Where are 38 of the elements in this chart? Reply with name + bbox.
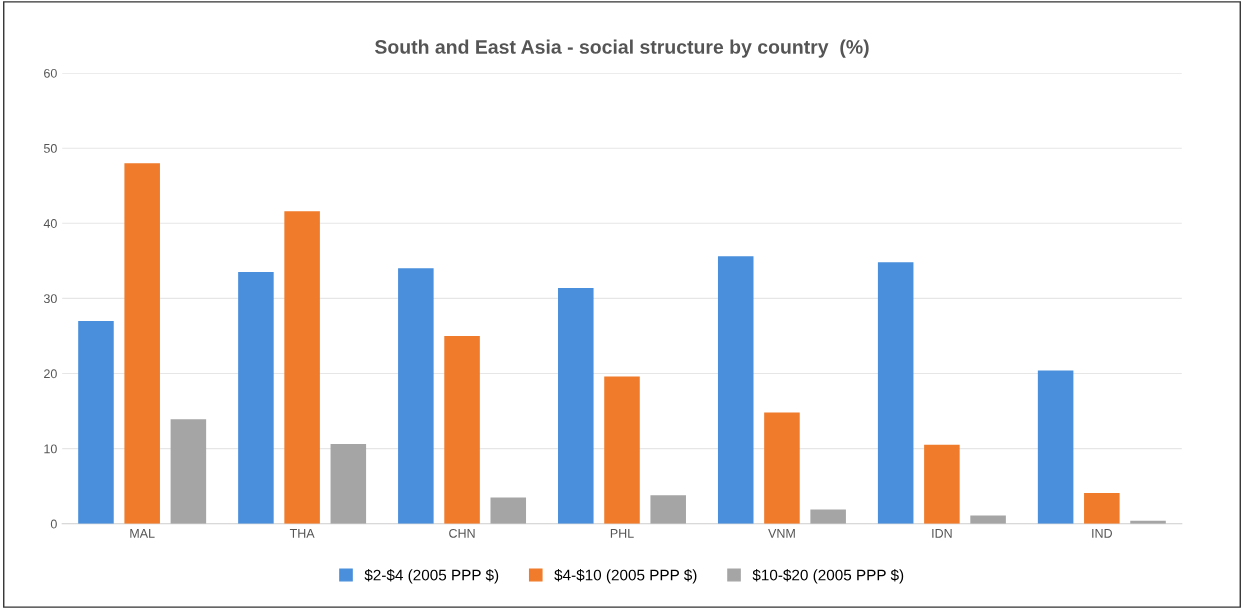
legend-label: $4-$10 (2005 PPP $) — [554, 569, 697, 584]
bar — [238, 272, 274, 524]
x-tick-label: VNM — [768, 529, 795, 538]
bar — [124, 163, 160, 524]
legend-label: $10-$20 (2005 PPP $) — [752, 569, 904, 584]
bar — [444, 335, 480, 524]
bar — [650, 495, 686, 524]
bar — [170, 419, 207, 524]
y-tick-label: 0 — [50, 519, 57, 529]
bar — [764, 412, 800, 524]
bar — [1084, 492, 1120, 524]
x-tick-label: CHN — [449, 528, 475, 538]
y-tick-label: 50 — [43, 143, 57, 153]
y-tick-label: 20 — [44, 369, 57, 379]
x-tick-label: PHL — [610, 529, 634, 538]
bar — [398, 268, 434, 524]
bar — [970, 515, 1006, 524]
bar — [877, 262, 914, 524]
bar — [78, 320, 114, 524]
bar — [924, 444, 960, 524]
chart-title: South and East Asia - social structure by country (%) — [374, 39, 869, 58]
bar — [558, 287, 594, 524]
legend-label: $2-$4 (2005 PPP $) — [364, 569, 499, 584]
y-tick-label: 10 — [44, 444, 57, 454]
bar — [330, 444, 367, 524]
x-tick-label: IDN — [932, 529, 952, 538]
y-tick-label: 30 — [43, 294, 57, 304]
bar — [284, 211, 320, 524]
y-tick-label: 60 — [44, 68, 57, 78]
bar — [717, 256, 754, 524]
x-tick-label: MAL — [130, 529, 155, 538]
bar — [1037, 370, 1074, 524]
bar — [810, 509, 846, 524]
y-tick-label: 40 — [43, 219, 57, 228]
x-tick-label: IND — [1092, 529, 1112, 538]
bar — [604, 376, 640, 524]
x-tick-label: THA — [289, 529, 315, 538]
bar — [490, 497, 527, 524]
